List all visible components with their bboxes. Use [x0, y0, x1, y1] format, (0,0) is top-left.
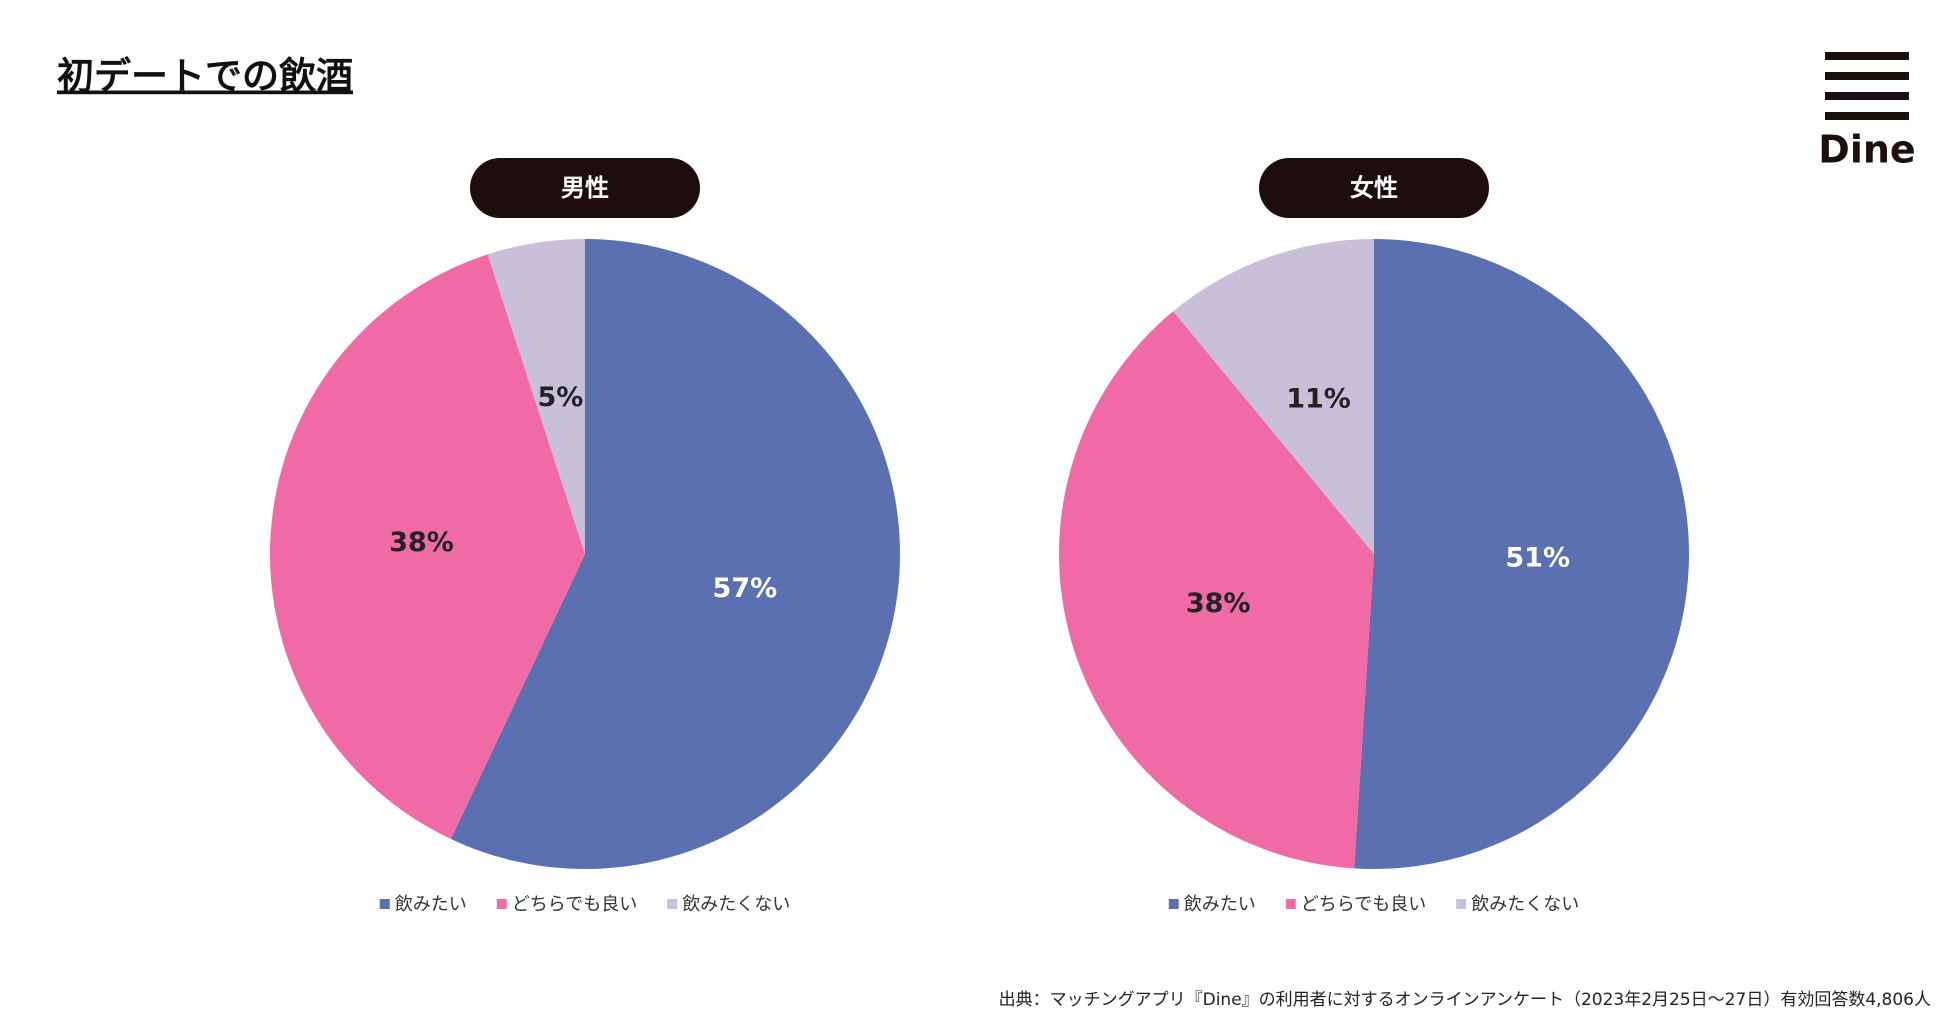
legend-swatch	[379, 899, 390, 909]
chart-title: 男性	[561, 174, 609, 202]
value-label: 5%	[537, 382, 583, 413]
legend-swatch	[496, 899, 507, 909]
legend-label: 飲みたくない	[1471, 894, 1579, 915]
chart-title-badge	[1259, 158, 1489, 218]
logo: Dine	[1818, 52, 1916, 172]
logo-text: Dine	[1818, 128, 1915, 172]
legend: 飲みたい どちらでも良い 飲みたくない	[379, 894, 790, 915]
value-label: 38%	[389, 527, 454, 558]
chart-title: 女性	[1350, 174, 1398, 202]
logo-bar	[1825, 72, 1909, 80]
page-title: 初デートでの飲酒	[57, 55, 353, 98]
logo-bar	[1825, 52, 1909, 60]
legend-label: 飲みたくない	[682, 894, 790, 915]
pie-slice	[269, 254, 585, 840]
pie-slice	[1354, 239, 1689, 869]
chart-title-badge	[470, 158, 700, 218]
legend-label: 飲みたい	[1184, 894, 1256, 915]
legend-swatch	[1168, 899, 1179, 909]
legend-swatch	[1456, 899, 1467, 909]
pie-slice	[1173, 239, 1374, 554]
legend-label: どちらでも良い	[1301, 894, 1426, 915]
legend: 飲みたい どちらでも良い 飲みたくない	[1168, 894, 1579, 915]
value-label: 38%	[1186, 588, 1251, 619]
value-label: 11%	[1286, 383, 1351, 414]
legend-swatch	[1285, 899, 1296, 909]
source-note: 出典：マッチングアプリ『Dine』の利用者に対するオンラインアンケート（2023…	[999, 990, 1931, 1010]
pie-slice	[1059, 311, 1374, 869]
pie-slice	[487, 239, 585, 554]
logo-bar	[1825, 92, 1909, 100]
value-label: 57%	[713, 573, 778, 604]
legend-label: どちらでも良い	[512, 894, 637, 915]
legend-label: 飲みたい	[395, 894, 467, 915]
logo-bar	[1825, 112, 1909, 120]
value-label: 51%	[1505, 543, 1570, 574]
legend-swatch	[667, 899, 678, 909]
pie-slice	[450, 239, 900, 870]
